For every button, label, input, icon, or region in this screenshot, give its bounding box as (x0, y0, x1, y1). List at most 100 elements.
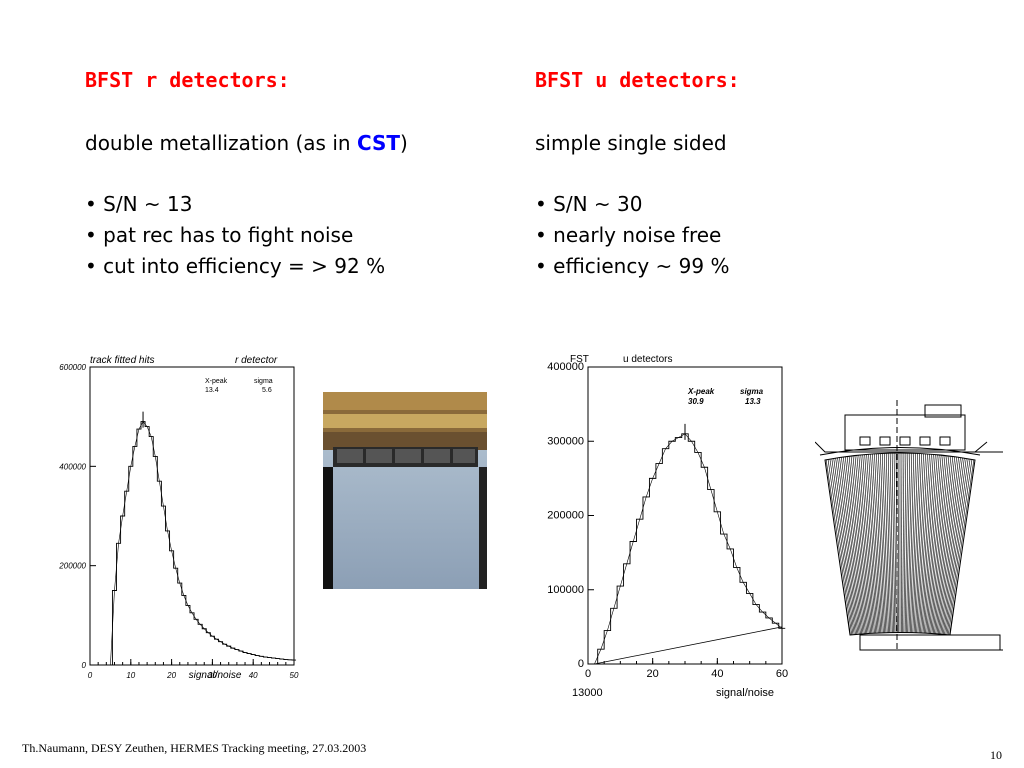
strip-line (851, 453, 871, 635)
x-tick-label: 0 (88, 671, 93, 680)
page-number: 10 (990, 748, 1002, 762)
schematic-connector (924, 404, 962, 418)
u-detector-schematic (815, 400, 1003, 651)
x-tick-label: 10 (126, 671, 135, 680)
strip-line (913, 453, 923, 635)
right-heading: BFST u detectors: (535, 68, 740, 92)
left-bullet: S/N ~ 13 (85, 189, 385, 220)
strip-line (920, 453, 935, 635)
strip-line (922, 453, 937, 635)
strip-line (923, 453, 939, 635)
strip-line (912, 453, 921, 635)
strip-line (928, 453, 947, 635)
strip-line (932, 453, 953, 635)
x-tick-label: 20 (647, 668, 659, 680)
strip-line (865, 453, 880, 635)
y-tick-label: 0 (82, 661, 87, 670)
strip-line (897, 453, 900, 635)
chart2-title: FST (570, 354, 589, 365)
strip-line (940, 453, 967, 635)
strip-line (903, 453, 907, 635)
y-tick-label: 600000 (59, 363, 86, 372)
cst-highlight: CST (356, 131, 401, 155)
schematic-hybrid (844, 414, 966, 451)
strip-line (943, 453, 971, 635)
strip-line (841, 453, 865, 635)
fit-curve (110, 421, 295, 666)
strip-line (827, 453, 856, 635)
strip-line (947, 453, 975, 635)
strip-line (869, 453, 882, 635)
strip-line (825, 453, 855, 635)
plot-frame (89, 366, 295, 666)
chart2-title-right: u detectors (623, 354, 672, 365)
strip-line (831, 453, 858, 635)
strip-line (885, 453, 892, 635)
right-bullet: nearly noise free (535, 220, 729, 251)
schematic-strips (825, 453, 975, 635)
strip-line (833, 453, 860, 635)
histogram-series (108, 421, 297, 666)
strip-line (937, 453, 961, 635)
fit-curve (594, 433, 783, 665)
background-line (594, 626, 783, 665)
strip-line (944, 453, 973, 635)
strip-line (867, 453, 881, 635)
r-detector-photo (323, 392, 487, 589)
left-bullets: S/N ~ 13 pat rec has to fight noise cut … (85, 189, 385, 282)
y-tick-label: 300000 (547, 435, 584, 447)
strip-line (927, 453, 945, 635)
strip-line (902, 453, 905, 635)
strip-line (929, 453, 949, 635)
y-tick-label: 0 (578, 658, 584, 670)
footer-text: Th.Naumann, DESY Zeuthen, HERMES Trackin… (22, 741, 367, 755)
y-tick-label: 400000 (59, 462, 86, 471)
strip-line (918, 453, 931, 635)
strip-line (933, 453, 955, 635)
left-heading: BFST r detectors: (85, 68, 290, 92)
strip-line (877, 453, 887, 635)
strip-line (859, 453, 876, 635)
plot-frame (587, 366, 783, 665)
r-detector-histogram: track fitted hits r detector X-peak sigm… (58, 355, 299, 681)
strip-line (914, 453, 925, 635)
strip-line (839, 453, 863, 635)
x-tick-label: 30 (208, 671, 217, 680)
strip-line (893, 453, 897, 635)
strip-line (895, 453, 898, 635)
strip-line (910, 453, 919, 635)
chart1-stats-value-0: 13.4 (205, 387, 219, 394)
chart2-stats-value-1: 13.3 (745, 397, 761, 406)
chart2-stats-value-0: 30.9 (688, 397, 704, 406)
strip-line (917, 453, 929, 635)
chart2-stats-label-0: X-peak (687, 387, 715, 396)
strip-line (905, 453, 911, 635)
strip-line (925, 453, 943, 635)
strip-line (904, 453, 909, 635)
strip-line (889, 453, 895, 635)
y-tick-label: 200000 (58, 562, 86, 571)
chart1-title: track fitted hits (90, 355, 154, 366)
strip-line (861, 453, 877, 635)
chart1-title-right: r detector (235, 355, 278, 366)
x-tick-label: 60 (776, 668, 788, 680)
strip-line (900, 453, 903, 635)
u-detector-histogram: FST u detectors X-peak sigma 30.9 13.3 1… (547, 354, 788, 699)
histogram-series (591, 433, 786, 665)
chart1-stats-label-0: X-peak (205, 378, 228, 385)
strip-line (837, 453, 862, 635)
chart1-stats-value-1: 5.6 (262, 387, 272, 394)
right-bullet: S/N ~ 30 (535, 189, 729, 220)
strip-line (883, 453, 891, 635)
chart1-stats-label-1: sigma (254, 378, 273, 385)
strip-line (863, 453, 878, 635)
x-tick-label: 50 (290, 671, 299, 680)
strip-line (829, 453, 857, 635)
strip-line (915, 453, 927, 635)
strip-line (891, 453, 896, 635)
strip-line (871, 453, 883, 635)
strip-line (938, 453, 963, 635)
strip-line (849, 453, 870, 635)
left-intro-post: ) (400, 131, 408, 155)
strip-line (908, 453, 915, 635)
